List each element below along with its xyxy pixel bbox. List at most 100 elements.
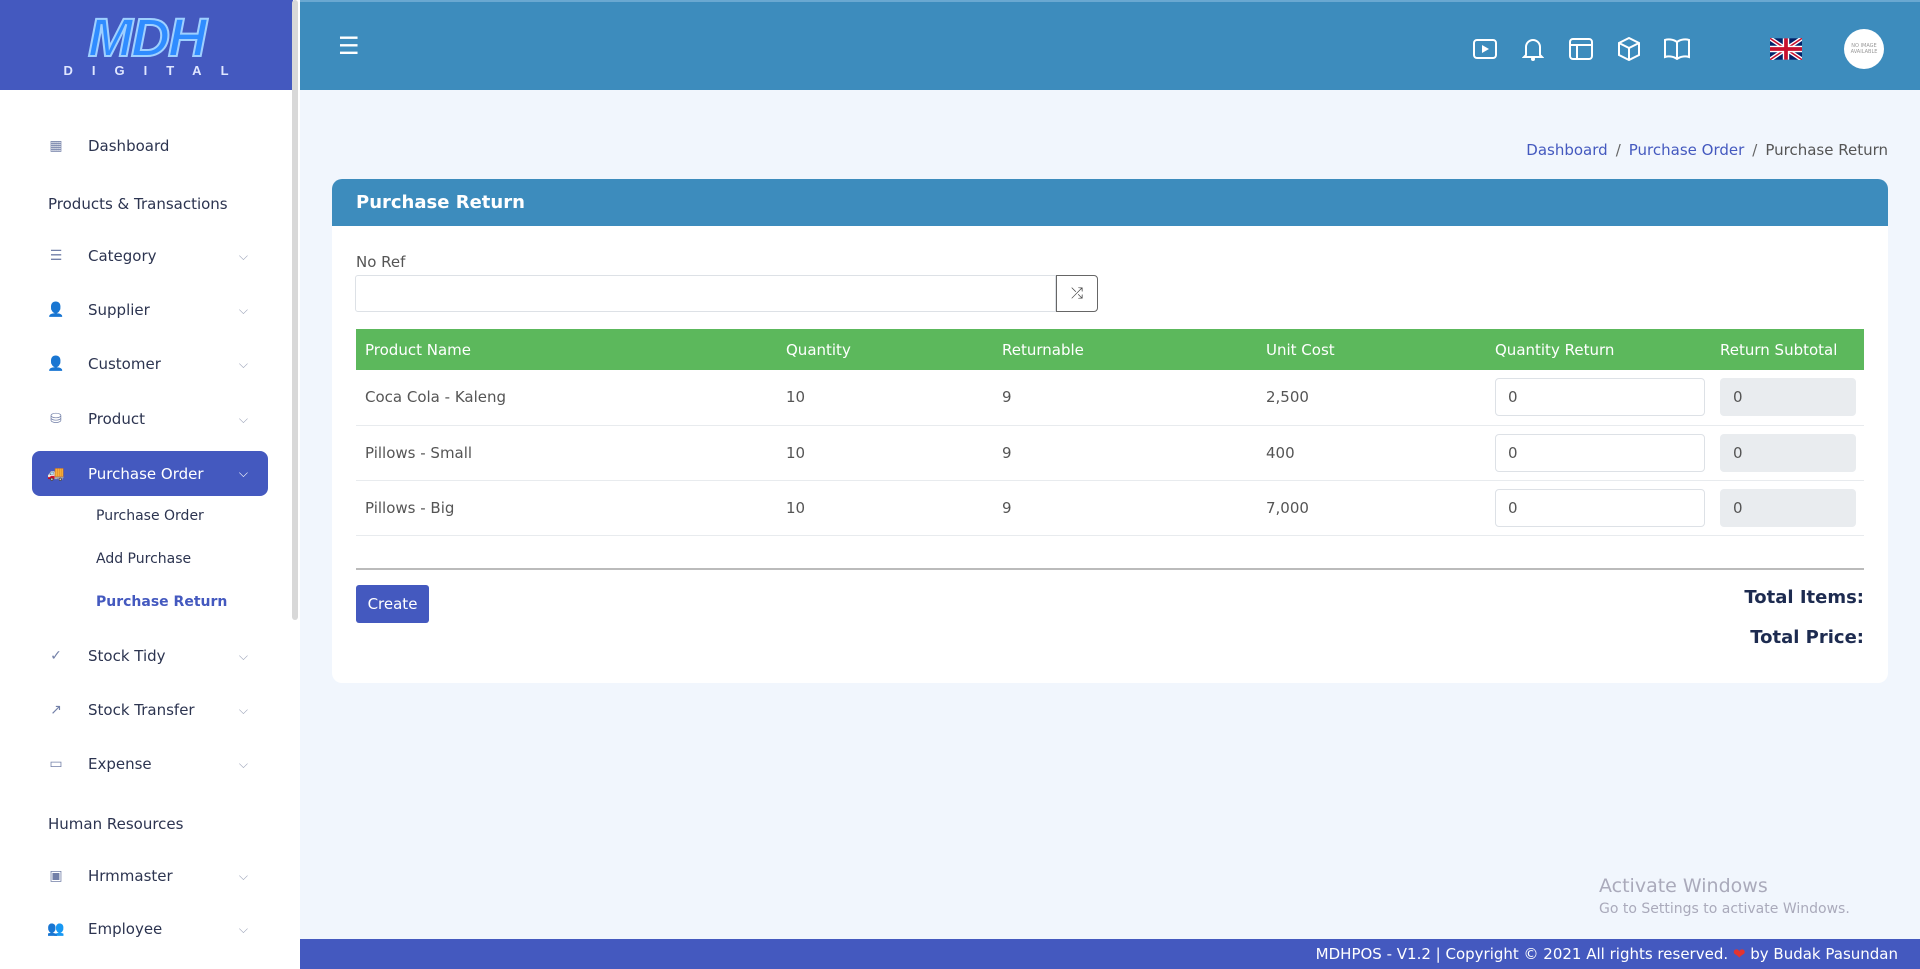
qty-return-cell xyxy=(1486,480,1711,536)
sub-item-add-purchase[interactable]: Add Purchase xyxy=(96,551,192,567)
return-table: Product Name Quantity Returnable Unit Co… xyxy=(356,329,1864,536)
sidebar-item-expense[interactable]: ▭ Expense ⌵ xyxy=(32,742,268,786)
chevron-down-icon: ⌵ xyxy=(238,356,248,371)
chevron-down-icon: ⌵ xyxy=(238,921,248,936)
product-name: Coca Cola - Kaleng xyxy=(356,370,777,426)
logo[interactable]: MDH DIGITAL xyxy=(0,0,293,90)
cube-icon[interactable] xyxy=(1616,36,1642,62)
purchase-return-card: Purchase Return No Ref ⤮ Product Name Qu… xyxy=(332,179,1888,683)
sidebar-item-stock-tidy[interactable]: ✓ Stock Tidy ⌵ xyxy=(32,634,268,678)
col-quantity: Quantity xyxy=(777,329,993,370)
sidebar-item-product[interactable]: ⛁ Product ⌵ xyxy=(32,397,268,441)
chevron-down-icon: ⌵ xyxy=(238,466,248,480)
sidebar-item-label: Product xyxy=(88,410,145,428)
layout-icon[interactable] xyxy=(1568,36,1594,62)
hamburger-menu-icon[interactable]: ☰ xyxy=(338,32,360,60)
user-avatar[interactable]: NO IMAGE AVAILABLE xyxy=(1844,29,1884,69)
sidebar-item-label: Customer xyxy=(88,355,161,373)
book-icon[interactable] xyxy=(1664,36,1690,62)
divider xyxy=(356,568,1864,570)
chevron-down-icon: ⌵ xyxy=(238,411,248,426)
footer-author: by Budak Pasundan xyxy=(1750,945,1898,963)
return-subtotal-field xyxy=(1720,378,1856,417)
sidebar-item-label: Purchase Order xyxy=(88,464,204,483)
sub-item-purchase-order[interactable]: Purchase Order xyxy=(96,508,204,524)
col-return-subtotal: Return Subtotal xyxy=(1711,329,1864,370)
no-ref-input[interactable] xyxy=(355,275,1056,312)
sidebar-item-purchase-order[interactable]: 🚚 Purchase Order ⌵ xyxy=(32,451,268,496)
table-row: Pillows - Small 10 9 400 xyxy=(356,425,1864,481)
sidebar-item-dashboard[interactable]: ▦ Dashboard xyxy=(32,124,268,168)
users-icon: 👥 xyxy=(47,921,65,937)
col-product-name: Product Name xyxy=(356,329,777,370)
returnable: 9 xyxy=(993,480,1257,536)
breadcrumb-purchase-order[interactable]: Purchase Order xyxy=(1628,141,1745,159)
sidebar-item-label: Expense xyxy=(88,755,152,773)
watermark-subtitle: Go to Settings to activate Windows. xyxy=(1599,901,1850,917)
shuffle-icon: ⤮ xyxy=(1070,285,1083,302)
section-products-transactions: Products & Transactions xyxy=(48,195,228,213)
col-unit-cost: Unit Cost xyxy=(1257,329,1486,370)
create-button[interactable]: Create xyxy=(356,585,429,623)
qty-return-cell xyxy=(1486,425,1711,481)
sidebar-scrollbar[interactable] xyxy=(292,0,298,620)
sidebar-item-category[interactable]: ☰ Category ⌵ xyxy=(32,234,268,278)
sidebar-item-label: Hrmmaster xyxy=(88,867,173,885)
sidebar-item-label: Dashboard xyxy=(88,137,170,155)
random-ref-button[interactable]: ⤮ xyxy=(1056,275,1098,312)
user-tie-icon: 👤 xyxy=(47,302,65,318)
logo-text: MDH xyxy=(87,7,208,68)
chevron-down-icon: ⌵ xyxy=(238,868,248,883)
card-title: Purchase Return xyxy=(332,179,1888,226)
unit-cost: 400 xyxy=(1257,425,1486,481)
chevron-down-icon: ⌵ xyxy=(238,648,248,663)
sidebar: MDH DIGITAL ▦ Dashboard Products & Transa… xyxy=(0,0,300,969)
subtotal-cell xyxy=(1711,480,1864,536)
returnable: 9 xyxy=(993,425,1257,481)
qty-return-cell xyxy=(1486,370,1711,426)
total-items: Total Items: xyxy=(1744,587,1864,608)
uk-flag-icon[interactable] xyxy=(1770,38,1802,60)
list-icon: ☰ xyxy=(49,248,63,264)
sidebar-item-stock-transfer[interactable]: ↗ Stock Transfer ⌵ xyxy=(32,688,268,732)
chevron-down-icon: ⌵ xyxy=(238,248,248,263)
sub-item-purchase-return[interactable]: Purchase Return xyxy=(96,594,228,610)
quantity-return-input[interactable] xyxy=(1495,378,1705,417)
id-badge-icon: ▣ xyxy=(49,868,63,884)
sidebar-item-label: Supplier xyxy=(88,301,150,319)
chevron-down-icon: ⌵ xyxy=(238,302,248,317)
sidebar-item-hrmmaster[interactable]: ▣ Hrmmaster ⌵ xyxy=(32,854,268,898)
avatar-text: NO IMAGE AVAILABLE xyxy=(1850,43,1878,55)
activate-windows-watermark: Activate Windows Go to Settings to activ… xyxy=(1599,875,1850,917)
truck-icon: 🚚 xyxy=(47,465,65,482)
no-ref-label: No Ref xyxy=(356,253,406,271)
section-human-resources: Human Resources xyxy=(48,815,184,833)
cubes-icon: ⛁ xyxy=(50,411,62,427)
breadcrumb-dashboard[interactable]: Dashboard xyxy=(1526,141,1608,159)
chevron-down-icon: ⌵ xyxy=(238,702,248,717)
sidebar-item-supplier[interactable]: 👤 Supplier ⌵ xyxy=(32,288,268,332)
logo-subtext: DIGITAL xyxy=(63,62,248,78)
video-play-icon[interactable] xyxy=(1472,36,1498,62)
total-price: Total Price: xyxy=(1750,627,1864,648)
quantity: 10 xyxy=(777,370,993,426)
user-icon: 👤 xyxy=(47,356,65,372)
sidebar-item-employee[interactable]: 👥 Employee ⌵ xyxy=(32,907,268,951)
col-returnable: Returnable xyxy=(993,329,1257,370)
footer-copyright: MDHPOS - V1.2 | Copyright © 2021 All rig… xyxy=(1315,945,1729,963)
return-subtotal-field xyxy=(1720,433,1856,472)
watermark-title: Activate Windows xyxy=(1599,875,1768,897)
returnable: 9 xyxy=(993,370,1257,426)
sidebar-item-label: Employee xyxy=(88,920,163,938)
product-name: Pillows - Big xyxy=(356,480,777,536)
bell-icon[interactable] xyxy=(1520,36,1546,62)
quantity-return-input[interactable] xyxy=(1495,488,1705,527)
sidebar-item-label: Category xyxy=(88,247,157,265)
table-row: Coca Cola - Kaleng 10 9 2,500 xyxy=(356,370,1864,426)
sidebar-item-label: Stock Transfer xyxy=(88,701,195,719)
quantity-return-input[interactable] xyxy=(1495,433,1705,472)
subtotal-cell xyxy=(1711,370,1864,426)
table-row: Pillows - Big 10 9 7,000 xyxy=(356,480,1864,536)
check-circle-icon: ✓ xyxy=(50,648,62,664)
sidebar-item-customer[interactable]: 👤 Customer ⌵ xyxy=(32,342,268,386)
